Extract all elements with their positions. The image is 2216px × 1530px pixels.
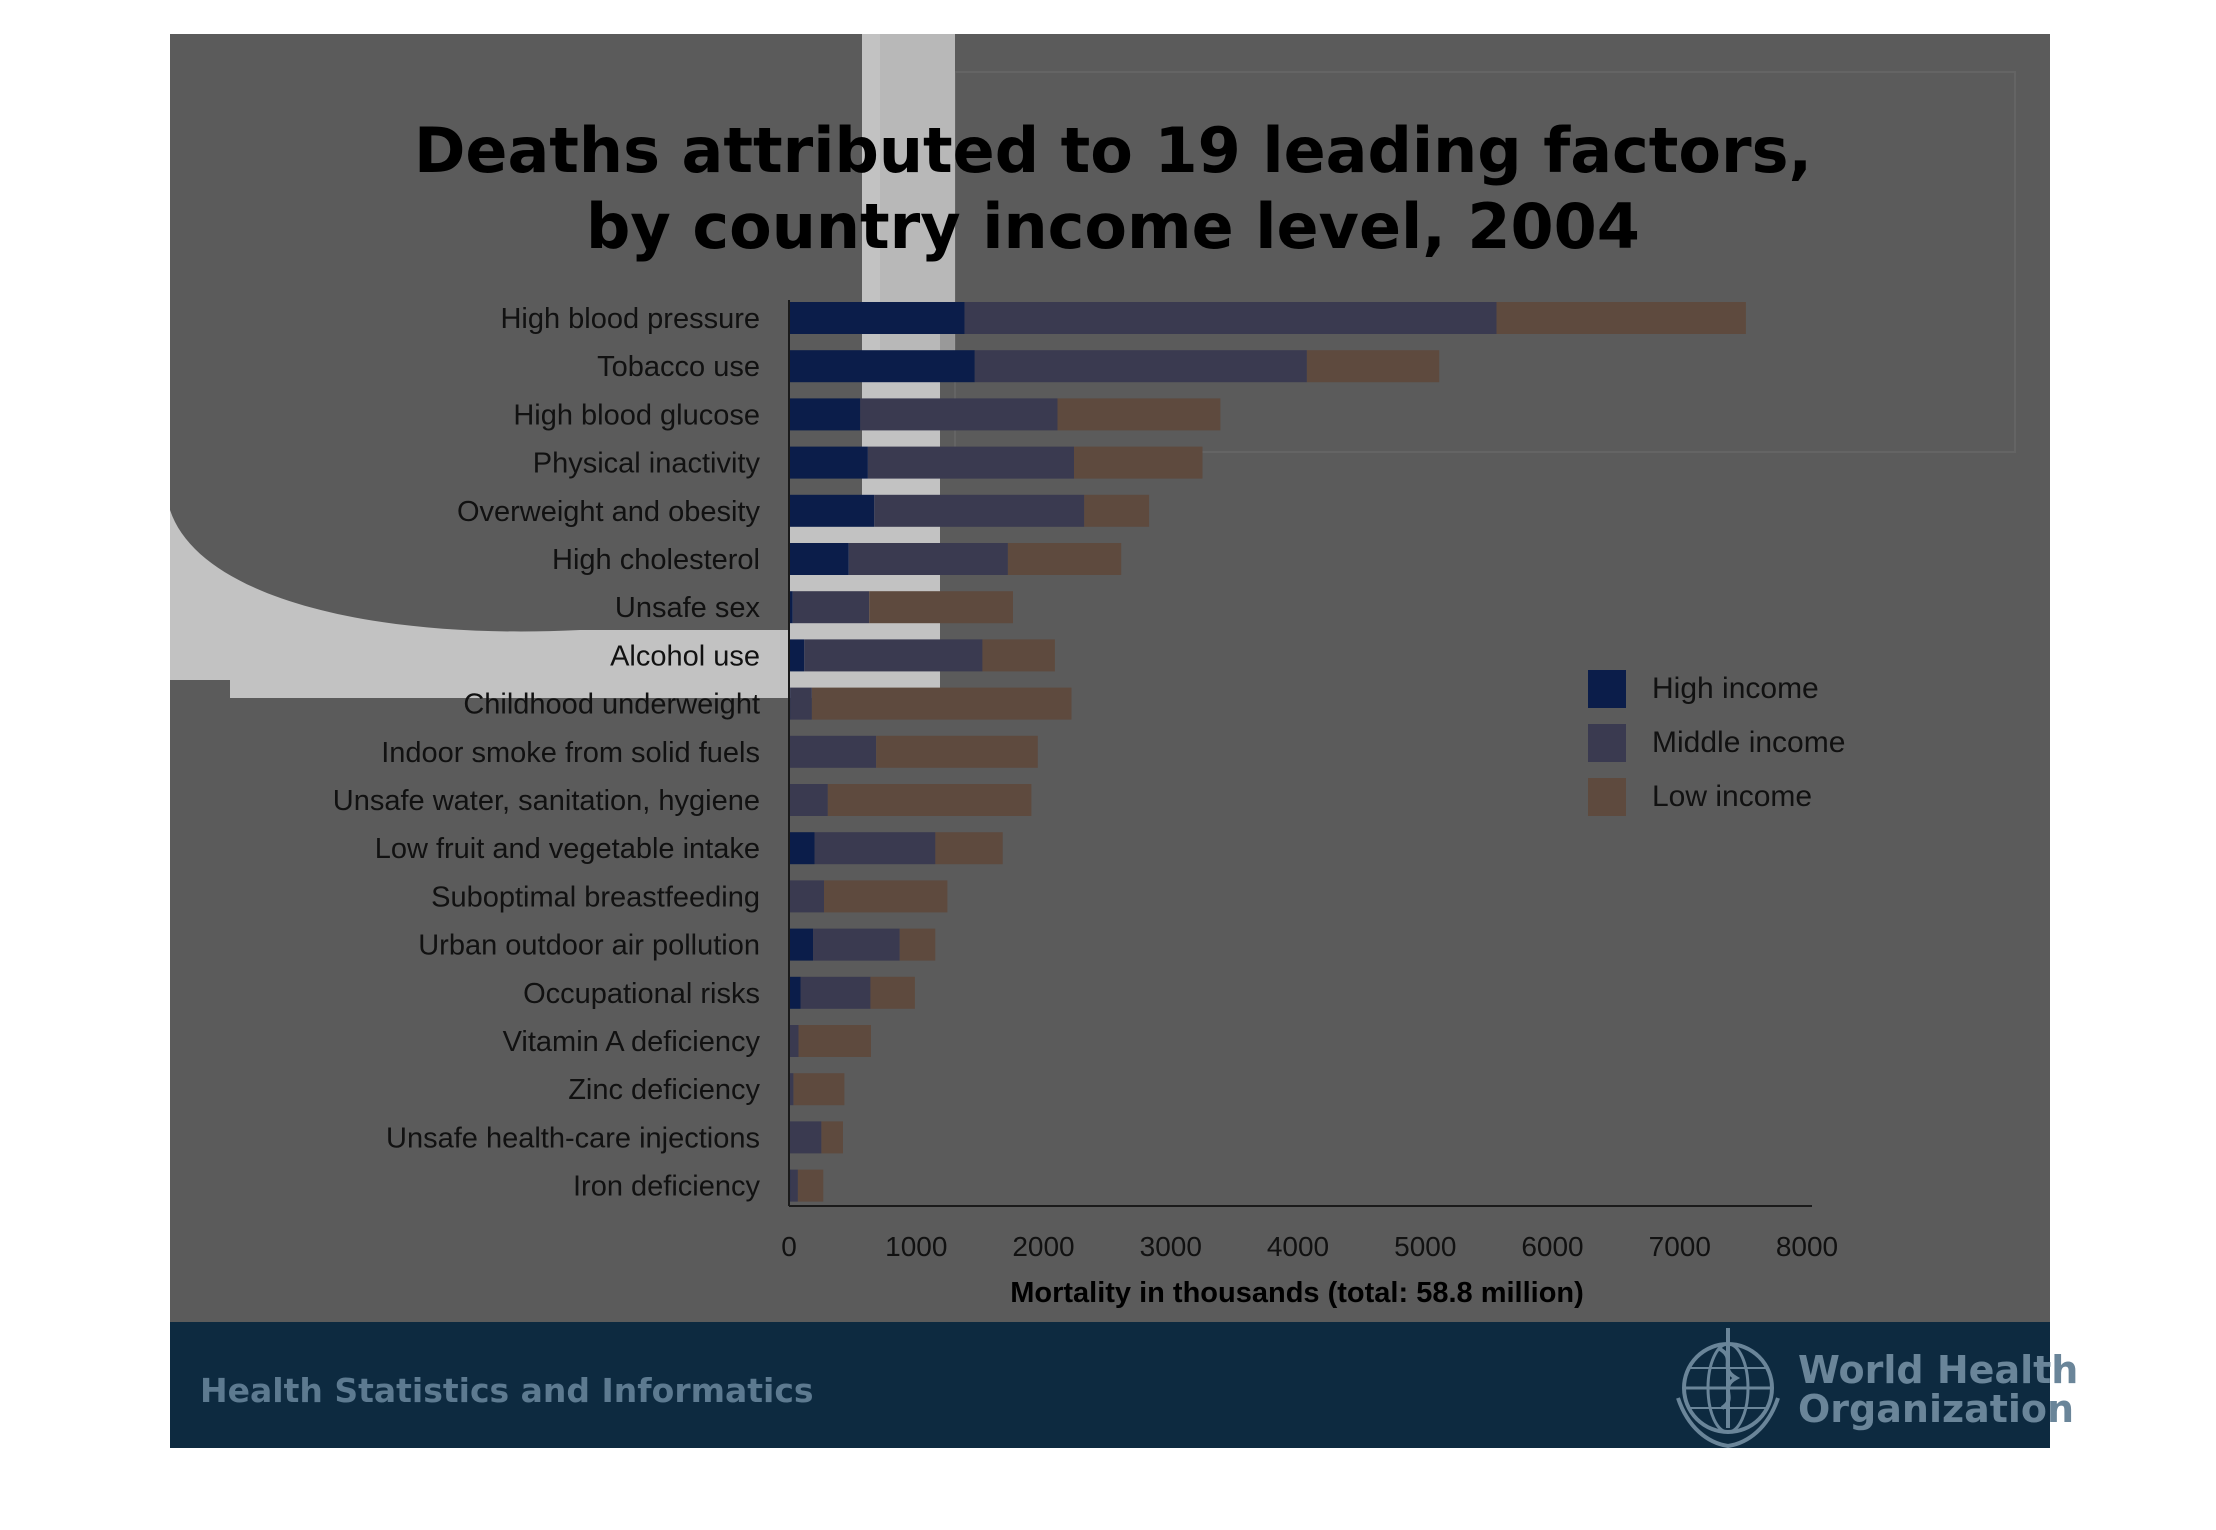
bar-segment-high-income: [789, 398, 861, 431]
x-tick-label: 7000: [1649, 1231, 1711, 1262]
category-labels: High blood pressure Tobacco use High blood…: [333, 303, 761, 1203]
category-label: Overweight and obesity: [457, 496, 761, 528]
bar-segment-middle-income: [790, 687, 812, 720]
x-axis: 0 1000 2000 3000 4000 5000 6000 7000 8000: [781, 300, 1838, 1262]
category-label: High blood pressure: [500, 303, 760, 335]
bar-segment-high-income: [789, 639, 805, 672]
bar-segment-middle-income: [814, 832, 936, 865]
bar-segment-high-income: [789, 494, 875, 527]
bar-segment-middle-income: [789, 735, 877, 768]
x-tick-label: 2000: [1012, 1231, 1074, 1262]
bar-segment-middle-income: [848, 543, 1008, 575]
bar-segment-high-income: [789, 543, 849, 575]
category-label: Occupational risks: [523, 978, 760, 1010]
bar-segment-middle-income: [964, 302, 1497, 334]
bar-segment-high-income: [789, 832, 815, 865]
bar-segment-middle-income: [804, 639, 983, 672]
bar-segment-middle-income: [789, 1121, 822, 1154]
bar-segment-low-income: [1496, 302, 1746, 334]
legend-swatch: [1588, 724, 1626, 762]
category-label: Suboptimal breastfeeding: [431, 881, 760, 913]
bar-segment-middle-income: [813, 928, 900, 961]
bar-segment-middle-income: [800, 976, 871, 1009]
who-logo-icon: [1676, 1328, 1780, 1449]
x-axis-label: Mortality in thousands (total: 58.8 mill…: [1010, 1277, 1584, 1309]
bar-segment-middle-income: [874, 494, 1085, 527]
bar-segment-high-income: [789, 446, 868, 479]
category-label: Childhood underweight: [463, 689, 760, 721]
legend-swatch: [1588, 670, 1626, 708]
category-label: Zinc deficiency: [568, 1074, 760, 1106]
x-tick-label: 4000: [1267, 1231, 1329, 1262]
bar-segment-low-income: [899, 928, 936, 961]
bar-segment-low-income: [935, 832, 1003, 865]
bar-segment-low-income: [869, 591, 1013, 624]
decorative-shape: [170, 34, 955, 698]
x-tick-label: 5000: [1394, 1231, 1456, 1262]
bar-segment-middle-income: [860, 398, 1058, 431]
bar-segment-low-income: [827, 784, 1032, 816]
bar-segment-low-income: [1306, 350, 1440, 383]
org-name-line-2: Organization: [1798, 1387, 2074, 1431]
bar-segment-low-income: [1074, 446, 1203, 479]
x-tick-label: 3000: [1140, 1231, 1202, 1262]
bar-segment-low-income: [793, 1073, 845, 1106]
category-label: Unsafe health-care injections: [386, 1122, 760, 1154]
bar-segment-middle-income: [867, 446, 1074, 479]
legend: High income Middle income Low income: [1588, 670, 1845, 816]
legend-label: Middle income: [1652, 726, 1845, 759]
bar-segment-low-income: [870, 976, 915, 1009]
category-label: Urban outdoor air pollution: [418, 930, 760, 962]
bar-segment-middle-income: [789, 880, 824, 913]
bar-segment-middle-income: [789, 1073, 794, 1106]
bar-segment-high-income: [789, 302, 965, 334]
bar-segment-low-income: [797, 1169, 824, 1202]
bar-segment-middle-income: [789, 784, 828, 816]
x-tick-label: 6000: [1521, 1231, 1583, 1262]
category-label: Low fruit and vegetable intake: [375, 833, 760, 865]
category-label: Tobacco use: [597, 351, 760, 383]
bar-segment-high-income: [789, 976, 801, 1009]
decorative-strip: [880, 34, 955, 354]
legend-label: High income: [1652, 672, 1819, 705]
bar-segment-high-income: [789, 350, 975, 383]
category-label: Physical inactivity: [533, 448, 761, 480]
bar-segment-low-income: [1084, 494, 1150, 527]
legend-label: Low income: [1652, 780, 1812, 813]
category-label: Alcohol use: [610, 640, 760, 672]
footer-department-text: Health Statistics and Informatics: [200, 1371, 814, 1410]
bar-segment-low-income: [1057, 398, 1221, 431]
bar-segment-high-income: [789, 928, 814, 961]
bar-segment-middle-income: [789, 1025, 799, 1057]
chart-title-line-1: Deaths attributed to 19 leading factors,: [414, 114, 1812, 187]
org-name-line-1: World Health: [1798, 1348, 2078, 1392]
bar-segment-middle-income: [790, 1169, 798, 1202]
chart-title-line-2: by country income level, 2004: [586, 190, 1640, 263]
category-label: Vitamin A deficiency: [503, 1026, 761, 1058]
bar-segment-high-income: [789, 591, 793, 624]
category-label: Indoor smoke from solid fuels: [381, 737, 760, 769]
bar-segment-low-income: [876, 735, 1038, 768]
category-label: Unsafe water, sanitation, hygiene: [333, 785, 760, 817]
legend-swatch: [1588, 778, 1626, 816]
x-tick-label: 8000: [1776, 1231, 1838, 1262]
category-label: Iron deficiency: [573, 1171, 760, 1203]
category-label: High cholesterol: [552, 544, 760, 576]
category-label: Unsafe sex: [615, 592, 761, 624]
bar-segment-low-income: [798, 1025, 871, 1057]
bar-segment-middle-income: [974, 350, 1307, 383]
category-label: High blood glucose: [513, 399, 760, 431]
x-tick-label: 1000: [885, 1231, 947, 1262]
bar-segment-middle-income: [792, 591, 870, 624]
x-tick-label: 0: [781, 1231, 797, 1262]
bar-segment-low-income: [982, 639, 1055, 672]
bar-segment-low-income: [811, 687, 1072, 720]
bars-layer: [789, 302, 1746, 1202]
bar-segment-low-income: [1007, 543, 1122, 575]
bar-segment-low-income: [824, 880, 948, 913]
bar-segment-low-income: [821, 1121, 843, 1154]
